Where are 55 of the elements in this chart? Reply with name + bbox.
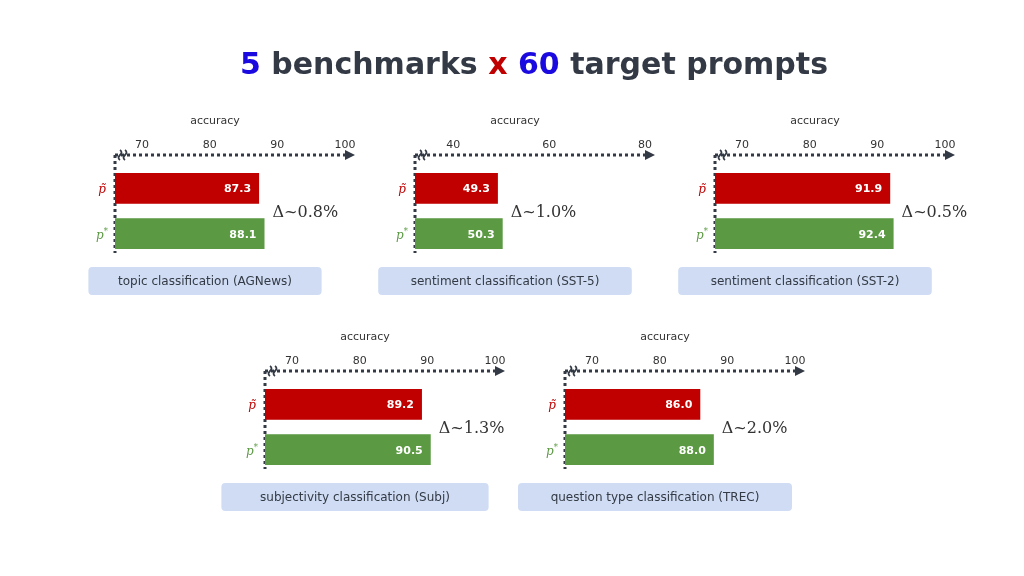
data-label: 50.3 bbox=[467, 227, 495, 241]
data-label: 90.5 bbox=[395, 443, 423, 457]
data-label: 49.3 bbox=[462, 182, 490, 196]
x-tick-label: 80 bbox=[652, 354, 667, 367]
text: sentiment classification (SST-5) bbox=[410, 274, 600, 288]
y-tick-label: p$^{*}$ bbox=[96, 225, 109, 242]
data-label: 91.9 bbox=[855, 182, 883, 196]
y-tick-label: p̃ bbox=[698, 182, 707, 197]
x-tick-label: 70 bbox=[135, 138, 150, 151]
y-tick-label: p$^{*}$ bbox=[396, 225, 409, 242]
annotation: Δ~1.3% bbox=[438, 418, 505, 437]
x-axis-title: accuracy bbox=[640, 330, 691, 343]
x-tick-label: 100 bbox=[934, 138, 956, 151]
y-tick-label: p̃ bbox=[398, 182, 407, 197]
x-axis-title: accuracy bbox=[790, 114, 841, 127]
text: sentiment classification (SST-2) bbox=[710, 274, 900, 288]
x-tick-label: 70 bbox=[285, 354, 300, 367]
x-tick-label: 60 bbox=[542, 138, 557, 151]
annotation: Δ~0.8% bbox=[272, 202, 339, 221]
annotation: Δ~2.0% bbox=[721, 418, 788, 437]
x-tick-label: 90 bbox=[870, 138, 885, 151]
data-label: 88.1 bbox=[229, 227, 257, 241]
data-label: 92.4 bbox=[858, 227, 886, 241]
annotation: Δ~1.0% bbox=[510, 202, 577, 221]
data-label: 88.0 bbox=[678, 443, 707, 457]
text: 5 benchmarks x 60 target prompts bbox=[239, 46, 829, 81]
y-tick-label: p$^{*}$ bbox=[546, 441, 559, 458]
x-tick-label: 40 bbox=[446, 138, 461, 151]
x-tick-label: 90 bbox=[270, 138, 285, 151]
x-tick-label: 80 bbox=[802, 138, 817, 151]
x-tick-label: 80 bbox=[202, 138, 217, 151]
y-tick-label: p̃ bbox=[98, 182, 107, 197]
x-axis-title: accuracy bbox=[340, 330, 391, 343]
x-axis-title: accuracy bbox=[190, 114, 241, 127]
x-tick-label: 80 bbox=[638, 138, 652, 151]
data-label: 86.0 bbox=[665, 398, 693, 412]
x-axis-title: accuracy bbox=[490, 114, 541, 127]
x-tick-label: 70 bbox=[735, 138, 750, 151]
text: topic classification (AGNews) bbox=[118, 274, 292, 288]
x-tick-label: 100 bbox=[784, 354, 806, 367]
x-tick-label: 100 bbox=[484, 354, 506, 367]
x-tick-label: 70 bbox=[585, 354, 600, 367]
data-label: 87.3 bbox=[223, 182, 252, 196]
data-label: 89.2 bbox=[386, 398, 414, 412]
y-tick-label: p̃ bbox=[248, 398, 257, 413]
y-tick-label: p$^{*}$ bbox=[246, 441, 259, 458]
y-tick-label: p̃ bbox=[548, 398, 557, 413]
x-tick-label: 100 bbox=[334, 138, 356, 151]
x-tick-label: 90 bbox=[720, 354, 735, 367]
y-tick-label: p$^{*}$ bbox=[696, 225, 709, 242]
annotation: Δ~0.5% bbox=[901, 202, 968, 221]
text: question type classification (TREC) bbox=[550, 490, 760, 504]
text: subjectivity classification (Subj) bbox=[260, 490, 450, 504]
x-tick-label: 90 bbox=[420, 354, 435, 367]
x-tick-label: 80 bbox=[352, 354, 367, 367]
